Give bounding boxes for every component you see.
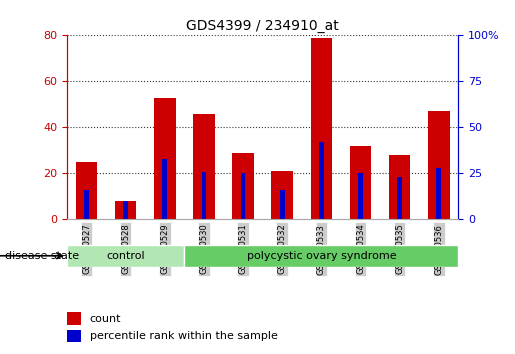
Bar (84, 190, 89, 219)
Bar (76, 162, 97, 219)
Bar (280, 190, 285, 219)
Bar (350, 146, 371, 219)
Bar (201, 172, 207, 219)
Bar (319, 142, 324, 219)
Text: control: control (107, 251, 145, 261)
FancyBboxPatch shape (184, 245, 458, 267)
FancyBboxPatch shape (67, 245, 184, 267)
Bar (397, 177, 402, 219)
Bar (436, 168, 441, 219)
Text: GSM850532: GSM850532 (278, 224, 287, 274)
Bar (232, 153, 254, 219)
Text: GSM850533: GSM850533 (317, 224, 326, 274)
Text: GSM850529: GSM850529 (160, 224, 169, 274)
Text: GSM850530: GSM850530 (199, 224, 209, 274)
Text: GSM850535: GSM850535 (395, 224, 404, 274)
Text: GSM850527: GSM850527 (82, 224, 91, 274)
Bar (115, 201, 136, 219)
Bar (154, 97, 176, 219)
Bar (67, 313, 81, 325)
Bar (428, 111, 450, 219)
Bar (162, 159, 167, 219)
Text: disease state: disease state (5, 251, 79, 261)
Bar (389, 155, 410, 219)
Bar (123, 201, 128, 219)
Text: count: count (90, 314, 121, 324)
Text: GSM850528: GSM850528 (121, 224, 130, 274)
Bar (193, 114, 215, 219)
Text: GSM850534: GSM850534 (356, 224, 365, 274)
Bar (271, 171, 293, 219)
Bar (241, 173, 246, 219)
Bar (67, 330, 81, 342)
Bar (358, 173, 363, 219)
Text: polycystic ovary syndrome: polycystic ovary syndrome (247, 251, 396, 261)
Text: percentile rank within the sample: percentile rank within the sample (90, 331, 278, 341)
Title: GDS4399 / 234910_at: GDS4399 / 234910_at (186, 19, 339, 33)
Text: GSM850531: GSM850531 (238, 224, 248, 274)
Bar (311, 38, 332, 219)
Text: GSM850536: GSM850536 (434, 224, 443, 274)
